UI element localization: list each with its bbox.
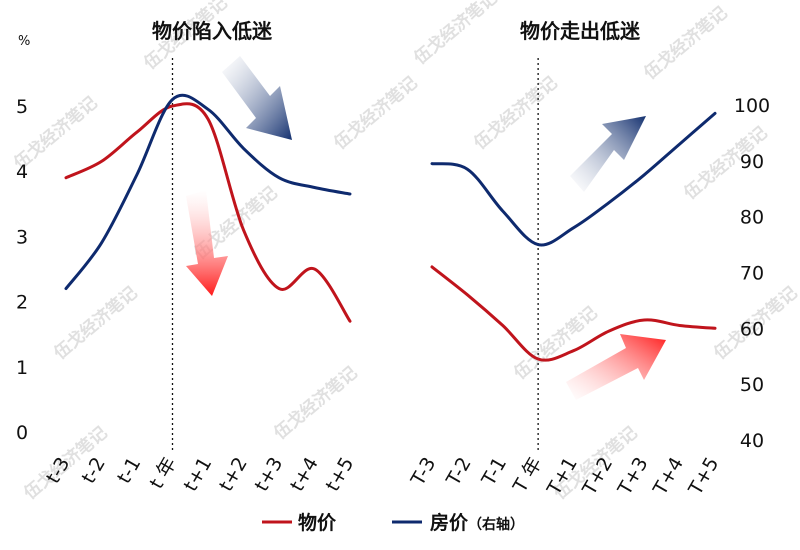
left-y-tick-label: 2	[16, 292, 28, 314]
left-x-tick-label: t+2	[215, 454, 252, 496]
right-x-tick-label: T-3	[406, 454, 440, 491]
legend-label-house-note: （右轴）	[468, 516, 524, 533]
right-x-tick-label: T 年	[509, 454, 547, 498]
left-y-tick-label: 0	[16, 422, 28, 444]
left-series-line-price	[64, 102, 352, 323]
watermark-text: 伍戈经济笔记	[329, 72, 421, 154]
right-chart-title: 物价走出低迷	[520, 19, 641, 43]
right-y-tick-label: 70	[740, 263, 764, 285]
left-y-ticks: 0 1 2 3 4 5	[16, 96, 28, 444]
watermark-text: 伍戈经济笔记	[639, 2, 731, 84]
left-y-tick-label: 4	[16, 161, 28, 183]
right-y-tick-label: 90	[740, 151, 764, 173]
left-series-line-house	[64, 93, 352, 291]
left-chart-title: 物价陷入低迷	[152, 19, 273, 43]
watermark-layer: 伍戈经济笔记 伍戈经济笔记 伍戈经济笔记伍戈经济笔记伍戈经济笔记伍戈经济笔记伍戈经济…	[9, 0, 800, 504]
right-y-tick-label: 100	[734, 95, 770, 117]
right-y-tick-label: 60	[740, 318, 764, 340]
left-y-tick-label: 1	[16, 357, 28, 379]
red-down-arrow-icon	[186, 190, 228, 296]
right-x-tick-label: T+5	[684, 454, 723, 500]
right-y-tick-label: 40	[740, 430, 764, 452]
watermark-text: 伍戈经济笔记	[49, 282, 141, 364]
right-x-tick-label: T+4	[649, 454, 688, 500]
left-x-tick-label: t 年	[146, 454, 181, 493]
navy-down-arrow-icon	[222, 56, 292, 140]
right-x-ticks: T-3 T-2 T-1T 年T+1T+2T+3T+4T+5	[406, 454, 723, 500]
right-y-ticks: 40 50 60 70 80 90 100	[734, 95, 770, 452]
navy-up-arrow-icon	[570, 116, 646, 192]
right-x-tick-label: T-2	[442, 454, 476, 491]
left-y-tick-label: 3	[16, 226, 28, 248]
left-x-tick-label: t+3	[251, 454, 288, 496]
left-x-tick-label: t+1	[180, 454, 217, 496]
legend-label-price: 物价	[298, 511, 337, 534]
left-x-ticks: t-3 t-2 t-1 t 年t+1t+2t+3t+4t+5	[42, 454, 358, 496]
legend: 物价 房价（右轴）	[262, 511, 524, 534]
right-y-tick-label: 50	[740, 374, 764, 396]
left-series-group	[64, 93, 352, 323]
watermark-text: 伍戈经济笔记	[269, 362, 361, 444]
legend-label-house-name: 房价	[430, 511, 469, 534]
right-series-line-price	[430, 265, 717, 362]
watermark-text: 伍戈经济笔记	[409, 0, 501, 69]
left-x-tick-label: t+4	[286, 454, 323, 496]
red-up-arrow-icon	[566, 334, 666, 400]
legend-label-house: 房价（右轴）	[430, 511, 524, 534]
left-y-tick-label: 5	[16, 96, 28, 118]
right-series-group	[430, 111, 717, 362]
right-y-tick-label: 80	[740, 207, 764, 229]
left-x-tick-label: t-1	[113, 454, 145, 488]
watermark-text: 伍戈经济笔记	[469, 72, 561, 154]
left-x-tick-label: t+5	[322, 454, 359, 496]
left-axis-unit: %	[18, 34, 30, 49]
right-x-tick-label: T+3	[613, 454, 652, 500]
right-x-tick-label: T-1	[477, 454, 511, 491]
